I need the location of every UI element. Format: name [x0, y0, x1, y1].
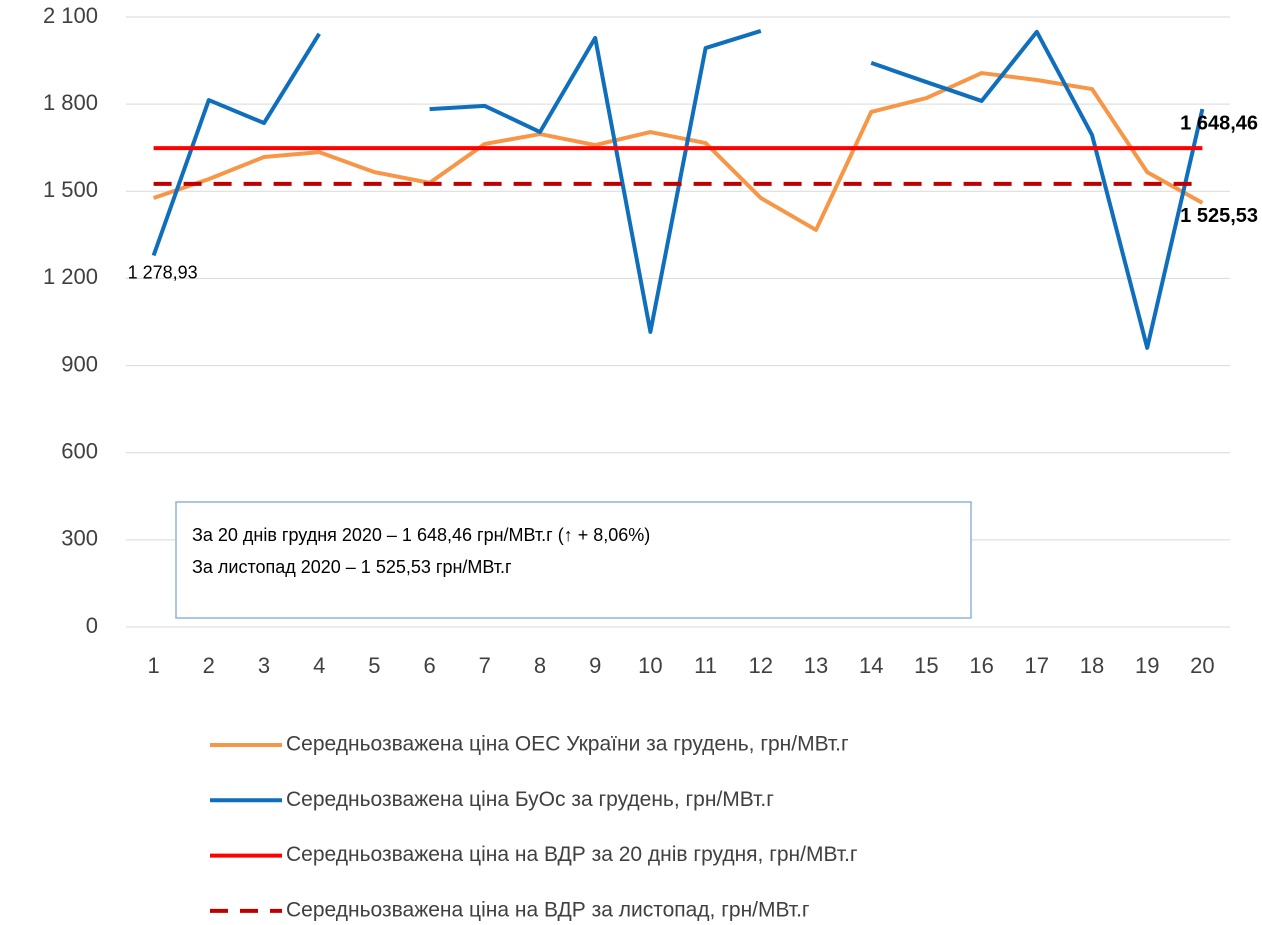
x-tick-label: 13 — [804, 653, 828, 678]
annotation: За листопад 2020 – 1 525,53 грн/МВт.г — [192, 557, 512, 577]
y-tick-label: 0 — [86, 613, 98, 638]
y-tick-label: 1 200 — [43, 264, 98, 289]
x-tick-label: 17 — [1025, 653, 1049, 678]
legend-label: Середньозважена ціна БуОс за грудень, гр… — [286, 788, 774, 811]
x-tick-label: 15 — [914, 653, 938, 678]
x-tick-label: 20 — [1190, 653, 1214, 678]
legend-label: Середньозважена ціна на ВДР за листопад,… — [286, 898, 810, 921]
x-tick-label: 3 — [258, 653, 270, 678]
legend-label: Середньозважена ціна ОЕС України за груд… — [286, 733, 849, 756]
legend-label: Середньозважена ціна на ВДР за 20 днів г… — [286, 843, 858, 866]
x-tick-label: 7 — [479, 653, 491, 678]
x-tick-label: 2 — [203, 653, 215, 678]
x-tick-label: 10 — [638, 653, 662, 678]
data-label: 1 648,46 — [1180, 112, 1258, 134]
y-tick-label: 600 — [61, 439, 98, 464]
x-tick-label: 8 — [534, 653, 546, 678]
x-tick-label: 6 — [423, 653, 435, 678]
annotation: За 20 днів грудня 2020 – 1 648,46 грн/МВ… — [192, 525, 650, 545]
annotation-box — [175, 501, 972, 619]
series-line — [151, 29, 1205, 350]
x-tick-label: 19 — [1135, 653, 1159, 678]
x-tick-label: 16 — [969, 653, 993, 678]
data-label: 1 525,53 — [1180, 205, 1258, 227]
x-tick-label: 14 — [859, 653, 883, 678]
data-label: 1 278,93 — [128, 262, 198, 282]
y-tick-label: 900 — [61, 351, 98, 376]
y-tick-label: 300 — [61, 526, 98, 551]
x-tick-label: 12 — [749, 653, 773, 678]
y-tick-label: 2 100 — [43, 3, 98, 28]
x-tick-label: 18 — [1080, 653, 1104, 678]
x-tick-label: 1 — [147, 653, 159, 678]
x-tick-label: 5 — [368, 653, 380, 678]
x-tick-label: 11 — [694, 653, 717, 678]
y-tick-label: 1 500 — [43, 177, 98, 202]
series-line — [152, 71, 1204, 232]
x-tick-label: 9 — [589, 653, 601, 678]
y-tick-label: 1 800 — [43, 90, 98, 115]
x-tick-label: 4 — [313, 653, 325, 678]
